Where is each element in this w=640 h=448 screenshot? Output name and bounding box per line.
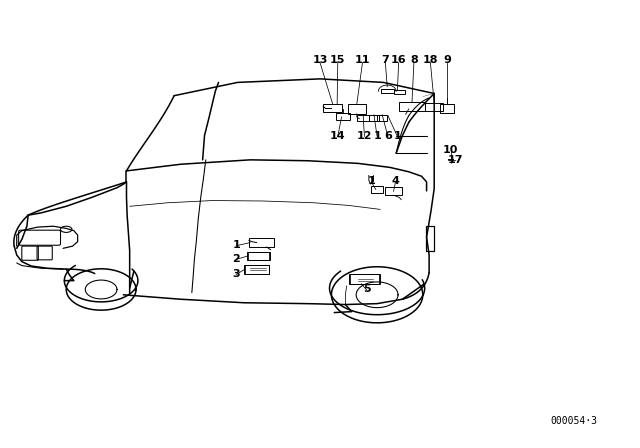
Bar xyxy=(440,103,454,112)
Text: 1: 1 xyxy=(232,240,240,250)
Bar xyxy=(349,275,380,284)
Bar xyxy=(377,115,387,121)
Bar xyxy=(249,238,275,247)
Bar xyxy=(426,103,443,111)
Bar xyxy=(394,90,405,95)
Text: 4: 4 xyxy=(392,176,399,186)
Bar xyxy=(348,104,365,114)
Bar xyxy=(247,252,270,260)
Bar xyxy=(369,115,379,121)
Bar xyxy=(244,265,269,274)
Text: 5: 5 xyxy=(363,284,371,294)
Text: 12: 12 xyxy=(356,130,372,141)
Text: 14: 14 xyxy=(330,130,346,141)
Bar xyxy=(323,104,342,112)
Text: 000054·3: 000054·3 xyxy=(550,416,597,426)
Text: 2: 2 xyxy=(232,254,240,263)
Text: 16: 16 xyxy=(391,55,406,65)
Text: 1: 1 xyxy=(373,130,381,141)
Text: 1: 1 xyxy=(367,176,375,186)
Text: 18: 18 xyxy=(422,55,438,65)
Bar xyxy=(381,89,394,94)
Text: 17: 17 xyxy=(448,155,463,165)
Text: 1: 1 xyxy=(394,130,401,141)
Bar xyxy=(336,113,350,121)
Text: 3: 3 xyxy=(232,268,240,279)
Text: 9: 9 xyxy=(443,55,451,65)
Text: 13: 13 xyxy=(312,55,328,65)
Bar xyxy=(371,186,383,193)
Text: 8: 8 xyxy=(410,55,418,65)
Text: 15: 15 xyxy=(330,55,346,65)
Text: 10: 10 xyxy=(443,145,458,155)
Text: 6: 6 xyxy=(384,130,392,141)
Text: 7: 7 xyxy=(381,55,389,65)
Bar xyxy=(385,187,403,195)
Bar xyxy=(399,102,425,111)
Bar xyxy=(356,115,369,121)
Text: 11: 11 xyxy=(355,55,371,65)
